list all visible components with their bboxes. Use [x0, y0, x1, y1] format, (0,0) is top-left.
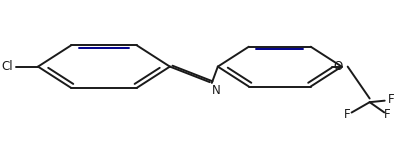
Text: F: F: [344, 108, 351, 121]
Text: Cl: Cl: [2, 60, 13, 73]
Text: N: N: [212, 84, 221, 97]
Text: F: F: [388, 93, 395, 106]
Text: O: O: [333, 60, 342, 73]
Text: F: F: [385, 108, 391, 121]
